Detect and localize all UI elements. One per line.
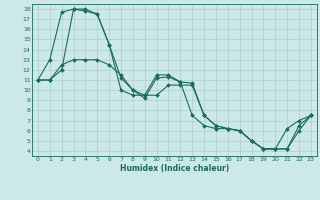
X-axis label: Humidex (Indice chaleur): Humidex (Indice chaleur): [120, 164, 229, 173]
